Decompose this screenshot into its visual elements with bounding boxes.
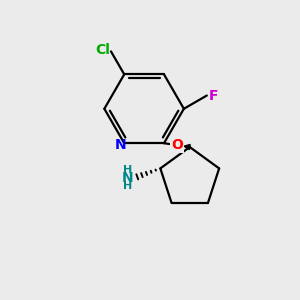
Text: N: N <box>122 171 133 185</box>
Text: Cl: Cl <box>95 43 110 57</box>
Polygon shape <box>184 144 190 150</box>
Text: H: H <box>123 181 132 190</box>
Text: O: O <box>171 138 183 152</box>
Text: H: H <box>123 165 132 175</box>
Text: N: N <box>115 138 127 152</box>
Text: F: F <box>208 88 218 103</box>
